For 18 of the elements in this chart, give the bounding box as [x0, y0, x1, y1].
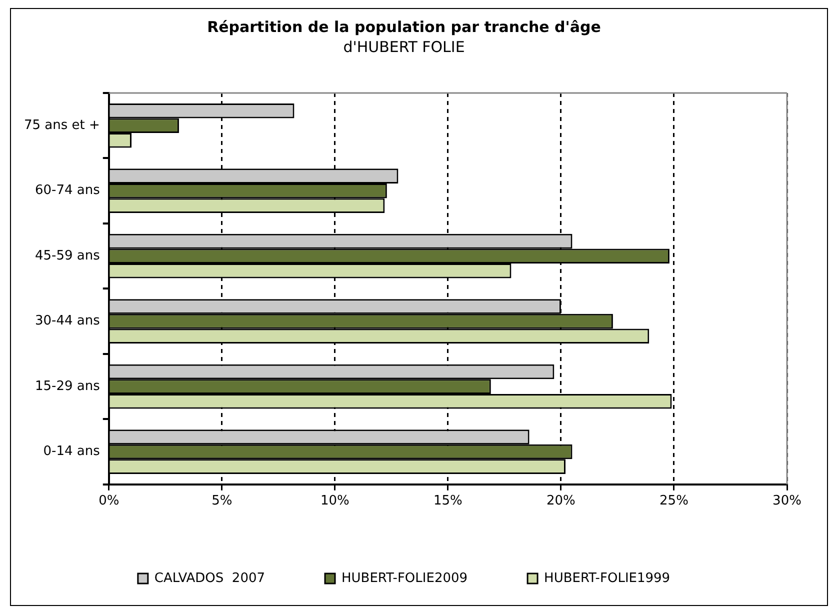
x-tick-label: 30%	[772, 494, 802, 509]
y-tick-label: 30-44 ans	[35, 314, 100, 329]
legend-label: HUBERT-FOLIE1999	[544, 570, 670, 586]
y-tick-label: 75 ans et +	[24, 118, 100, 133]
chart-subtitle: d'HUBERT FOLIE	[343, 38, 465, 56]
x-tick-label: 15%	[434, 494, 462, 509]
y-tick-label: 15-29 ans	[35, 378, 100, 394]
y-tick-label: 60-74 ans	[35, 183, 100, 198]
x-tick-label: 0%	[98, 494, 120, 509]
chart-title: Répartition de la population par tranche d'âge	[207, 18, 601, 36]
x-tick-label: 10%	[320, 494, 350, 509]
x-tick-label: 5%	[212, 494, 232, 509]
y-tick-label: 0-14 ans	[43, 444, 100, 460]
legend-label: HUBERT-FOLIE2009	[342, 570, 468, 586]
x-tick-label: 20%	[546, 494, 576, 509]
x-tick-label: 25%	[660, 494, 688, 509]
y-tick-label: 45-59 ans	[35, 248, 100, 264]
legend-label: CALVADOS 2007	[154, 570, 266, 586]
